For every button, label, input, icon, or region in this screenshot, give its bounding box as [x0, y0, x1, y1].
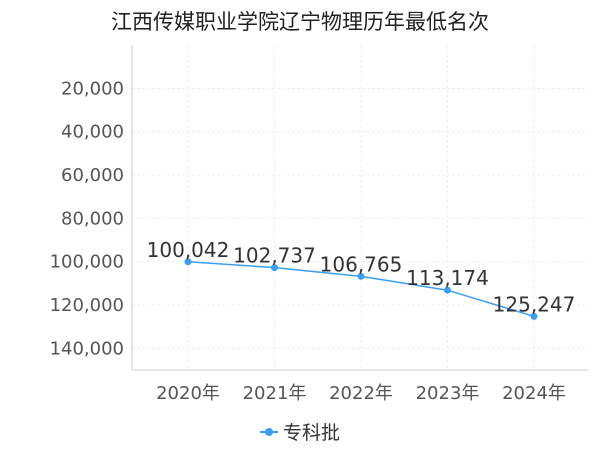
chart-title: 江西传媒职业学院辽宁物理历年最低名次: [111, 10, 489, 34]
x-tick-label-3: 2023年: [416, 383, 480, 404]
data-label-0: 100,042: [147, 238, 230, 262]
grid-lines: [132, 45, 588, 370]
legend-marker-icon: [259, 426, 278, 438]
x-tick-labels: 2020年 2021年 2022年 2023年 2024年: [156, 383, 566, 404]
y-tick-label-6: 140,000: [50, 338, 124, 359]
x-tick-label-1: 2021年: [243, 383, 307, 404]
x-tick-label-4: 2024年: [502, 383, 566, 404]
x-tick-label-0: 2020年: [156, 383, 220, 404]
y-tick-label-5: 120,000: [50, 295, 124, 316]
data-point-0[interactable]: [184, 258, 192, 266]
data-label-3: 113,174: [406, 266, 489, 290]
y-tick-label-2: 60,000: [61, 165, 124, 186]
y-tick-label-0: 20,000: [61, 78, 124, 99]
y-tick-label-1: 40,000: [61, 122, 124, 143]
y-tick-label-3: 80,000: [61, 208, 124, 229]
y-tick-labels: 20,000 40,000 60,000 80,000 100,000 120,000 14…: [50, 78, 124, 359]
x-tick-label-2: 2022年: [329, 383, 393, 404]
legend-label: 专科批: [282, 422, 340, 444]
axes: [131, 45, 588, 371]
legend: 专科批: [0, 418, 600, 445]
data-point-4[interactable]: [530, 312, 538, 320]
data-label-4: 125,247: [493, 292, 576, 316]
y-tick-label-4: 100,000: [50, 252, 124, 273]
data-point-1[interactable]: [271, 264, 278, 272]
data-point-2[interactable]: [357, 272, 365, 280]
data-label-2: 106,765: [320, 252, 403, 276]
data-point-3[interactable]: [444, 286, 451, 294]
data-label-1: 102,737: [233, 244, 316, 268]
data-points: [184, 258, 538, 320]
